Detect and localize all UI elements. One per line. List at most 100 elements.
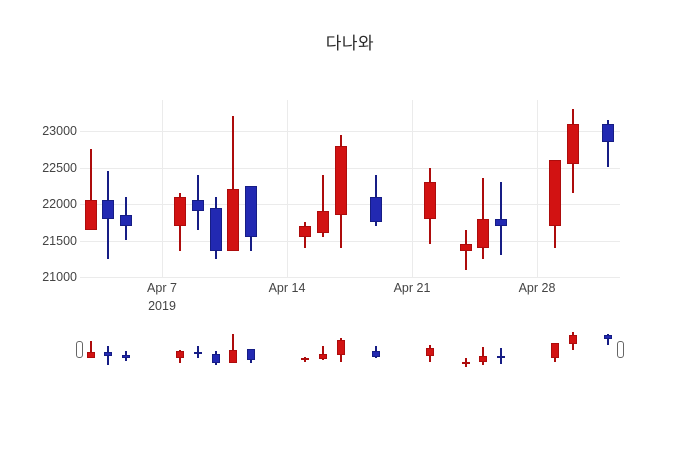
- candle-body: [102, 200, 115, 219]
- candle-body: [479, 355, 488, 363]
- candlestick: [318, 346, 327, 360]
- candle-wick: [232, 333, 235, 364]
- candle-body: [477, 218, 490, 248]
- y-axis-tick-label: 23000: [42, 124, 77, 138]
- x-gridline: [162, 100, 163, 278]
- candle-body: [602, 123, 615, 142]
- rangeslider-right-handle[interactable]: [617, 341, 624, 358]
- candle-body: [461, 361, 470, 364]
- candle-body: [173, 196, 186, 226]
- candlestick[interactable]: [370, 174, 383, 226]
- candle-body: [459, 244, 472, 252]
- candle-body: [372, 351, 381, 357]
- candle-body: [423, 182, 436, 219]
- candle-body: [120, 214, 133, 226]
- chart-title: 다나와: [325, 34, 375, 53]
- y-gridline: [80, 240, 620, 242]
- candlestick[interactable]: [191, 174, 204, 230]
- candlestick[interactable]: [209, 196, 222, 259]
- candle-body: [175, 351, 184, 358]
- candlestick: [86, 340, 95, 359]
- candlestick[interactable]: [173, 193, 186, 252]
- candlestick[interactable]: [459, 229, 472, 270]
- y-gridline: [80, 204, 620, 205]
- candle-body: [229, 349, 238, 364]
- y-gridline: [80, 277, 620, 278]
- candlestick[interactable]: [316, 174, 329, 237]
- candlestick: [372, 346, 381, 358]
- candle-body: [566, 123, 579, 164]
- candlestick: [211, 351, 220, 365]
- candlestick[interactable]: [227, 116, 240, 252]
- y-axis-tick-label: 21000: [42, 270, 77, 284]
- candlestick[interactable]: [423, 167, 436, 245]
- candle-body: [191, 200, 204, 212]
- x-axis-tick-label: Apr 28: [518, 281, 556, 295]
- candlestick: [497, 348, 506, 364]
- y-axis-tick-label: 22000: [42, 197, 77, 211]
- y-axis-tick-label: 21500: [42, 233, 77, 248]
- candlestick[interactable]: [120, 196, 133, 241]
- candlestick: [122, 351, 131, 361]
- candlestick[interactable]: [602, 120, 615, 168]
- candle-body: [604, 335, 613, 340]
- candle-body: [548, 160, 561, 226]
- x-axis-tick-sublabel: 2019: [148, 299, 176, 313]
- rangeslider-track[interactable]: [80, 329, 620, 369]
- candle-wick: [321, 346, 324, 360]
- candle-wick: [232, 116, 235, 252]
- candle-body: [300, 357, 309, 360]
- candle-body: [104, 351, 113, 356]
- y-axis-tick-label: 22500: [42, 160, 77, 175]
- rangeslider-left-handle[interactable]: [76, 341, 83, 358]
- candle-body: [497, 356, 506, 358]
- candle-body: [318, 354, 327, 360]
- candle-wick: [607, 120, 610, 168]
- candle-body: [316, 211, 329, 234]
- candle-body: [336, 339, 345, 356]
- candle-body: [495, 218, 508, 226]
- x-gridline: [411, 100, 413, 278]
- candle-body: [193, 351, 202, 355]
- candle-body: [227, 189, 240, 252]
- candle-body: [247, 348, 256, 360]
- candlestick: [479, 347, 488, 365]
- x-axis-tick-label: Apr 7 2019: [147, 281, 177, 313]
- candle-body: [425, 347, 434, 356]
- candle-body: [245, 185, 258, 237]
- candle-wick: [321, 174, 324, 237]
- candle-body: [298, 225, 311, 237]
- candlestick: [104, 345, 113, 365]
- candlestick[interactable]: [495, 182, 508, 256]
- candlestick[interactable]: [548, 160, 561, 248]
- candle-body: [122, 355, 131, 358]
- candlestick[interactable]: [566, 109, 579, 194]
- candle-body: [550, 343, 559, 358]
- y-gridline: [80, 167, 620, 169]
- candle-body: [370, 196, 383, 223]
- candlestick: [461, 358, 470, 368]
- x-axis-tick-label: Apr 14: [268, 281, 306, 295]
- x-gridline: [536, 100, 538, 278]
- candlestick: [193, 346, 202, 359]
- candlestick[interactable]: [477, 178, 490, 259]
- candle-wick: [607, 334, 610, 345]
- candlestick[interactable]: [84, 149, 97, 230]
- candle-body: [334, 145, 347, 215]
- candlestick: [300, 356, 309, 363]
- candlestick[interactable]: [334, 134, 347, 248]
- candle-body: [84, 200, 97, 230]
- x-axis-tick-label: Apr 21: [393, 281, 431, 295]
- candlestick: [247, 348, 256, 364]
- candlestick: [425, 344, 434, 362]
- candlestick: [336, 337, 345, 363]
- y-gridline: [80, 131, 620, 132]
- x-gridline: [286, 100, 288, 278]
- candlestick[interactable]: [298, 222, 311, 248]
- candlestick[interactable]: [102, 171, 115, 259]
- candlestick: [229, 333, 238, 364]
- candlestick: [568, 332, 577, 351]
- candle-body: [211, 353, 220, 364]
- candlestick[interactable]: [245, 185, 258, 252]
